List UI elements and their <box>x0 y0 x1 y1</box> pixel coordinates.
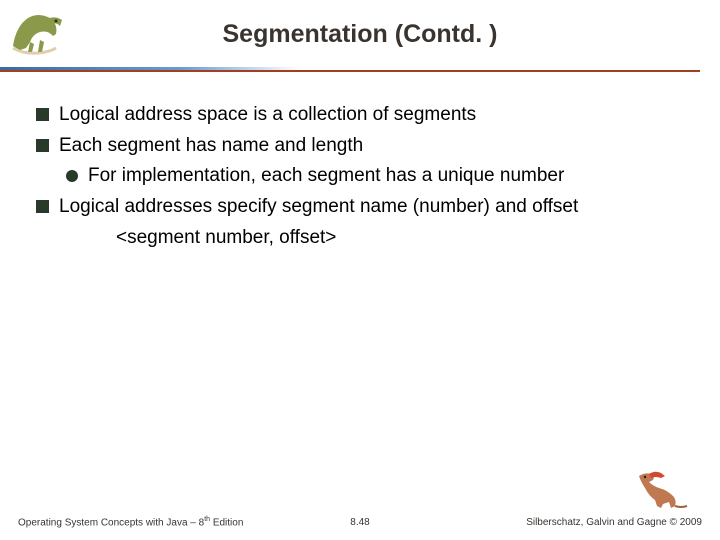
footer-left: Operating System Concepts with Java – 8t… <box>18 516 243 528</box>
bullet-item: Logical addresses specify segment name (… <box>36 195 684 220</box>
dinosaur-logo-bottom <box>635 470 690 512</box>
footer-edition: Edition <box>210 517 243 528</box>
circle-bullet-icon <box>66 170 78 182</box>
bullet-item: Each segment has name and length <box>36 134 684 159</box>
slide-title: Segmentation (Contd. ) <box>0 0 720 49</box>
sub-bullet-item: For implementation, each segment has a u… <box>66 164 684 189</box>
bullet-text: Logical addresses specify segment name (… <box>59 195 578 220</box>
footer-copyright: Silberschatz, Galvin and Gagne © 2009 <box>526 517 702 528</box>
square-bullet-icon <box>36 200 49 213</box>
bullet-item: Logical address space is a collection of… <box>36 103 684 128</box>
square-bullet-icon <box>36 139 49 152</box>
slide-header: Segmentation (Contd. ) <box>0 0 720 65</box>
bullet-text: For implementation, each segment has a u… <box>88 164 564 189</box>
footer-book-title: Operating System Concepts with Java – 8 <box>18 517 204 528</box>
footer-page-number: 8.48 <box>350 517 369 528</box>
square-bullet-icon <box>36 108 49 121</box>
bullet-text: Logical address space is a collection of… <box>59 103 476 128</box>
indented-text: <segment number, offset> <box>116 226 684 251</box>
slide-content: Logical address space is a collection of… <box>0 75 720 250</box>
dinosaur-logo-top <box>8 6 68 56</box>
header-rule <box>0 67 720 75</box>
rule-line <box>0 70 700 72</box>
bullet-text: Each segment has name and length <box>59 134 363 159</box>
